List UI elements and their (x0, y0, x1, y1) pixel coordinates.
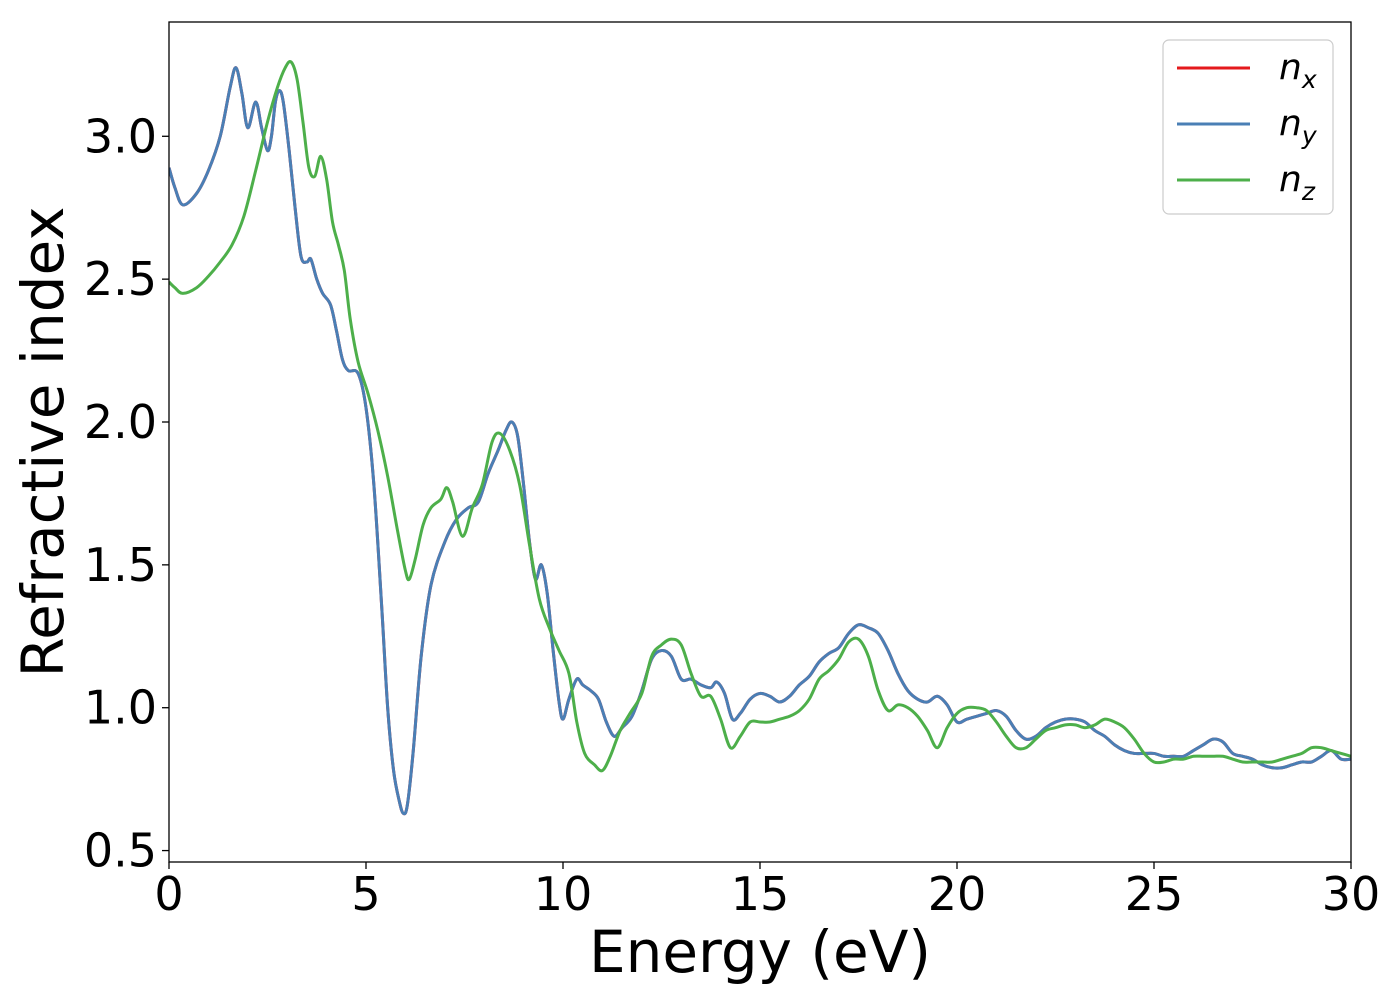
legend-label-base: n (1279, 159, 1302, 200)
axis-ticks: 0 5 10 15 20 25 30 0.5 1.0 1.5 2.0 2.5 3.0 (84, 109, 1380, 921)
legend-label-subscript: x (1301, 65, 1317, 94)
series-line-ny (169, 66, 1351, 816)
series-lines (169, 59, 1351, 816)
legend-entry-ny: ny (1279, 103, 1318, 150)
x-tick-label: 20 (928, 867, 987, 921)
y-tick-label: 2.0 (84, 395, 157, 449)
y-tick-label: 2.5 (84, 252, 157, 306)
legend-label-base: n (1279, 47, 1302, 88)
legend-label-subscript: z (1301, 177, 1316, 206)
legend-label-base: n (1279, 103, 1302, 144)
legend-label-subscript: y (1301, 121, 1318, 150)
y-tick-label: 0.5 (84, 824, 157, 878)
x-tick-label: 25 (1125, 867, 1184, 921)
x-tick-label: 5 (351, 867, 380, 921)
x-tick-label: 15 (731, 867, 790, 921)
y-tick-label: 1.5 (84, 538, 157, 592)
series-line-nz (169, 59, 1351, 773)
x-axis-label: Energy (eV) (589, 918, 931, 986)
x-tick-label: 10 (534, 867, 593, 921)
legend-box (1162, 39, 1334, 215)
x-tick-label: 30 (1322, 867, 1381, 921)
legend-entry-nz: nz (1279, 159, 1316, 206)
y-axis-label: Refractive index (9, 206, 77, 677)
y-tick-label: 3.0 (84, 109, 157, 163)
legend-entry-nx: nx (1279, 47, 1317, 94)
y-tick-label: 1.0 (84, 681, 157, 735)
x-tick-label: 0 (154, 867, 183, 921)
